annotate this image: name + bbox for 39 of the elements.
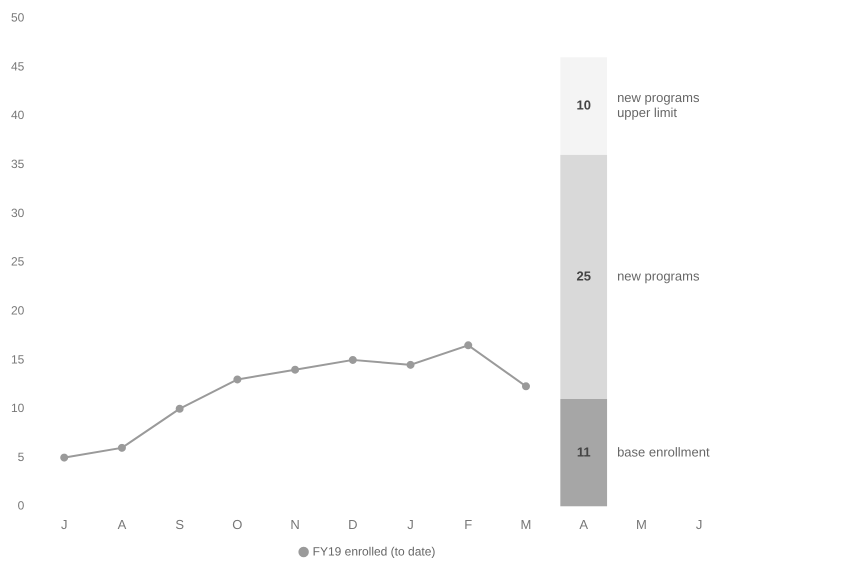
- y-tick-label: 40: [10, 108, 25, 122]
- point: [406, 360, 415, 369]
- x-tick-label: N: [290, 516, 300, 532]
- y-tick-label: 35: [10, 156, 25, 171]
- series-label: base enrollment: [617, 444, 710, 460]
- point: [176, 404, 184, 413]
- point: [118, 444, 126, 452]
- x-tick-label: F: [464, 516, 472, 532]
- series-label: new programs: [617, 268, 700, 284]
- point: [348, 356, 357, 364]
- x-tick-label: J: [696, 516, 702, 532]
- data-label: 10: [576, 98, 591, 113]
- point: [233, 375, 242, 384]
- y-tick-label: 5: [18, 450, 25, 464]
- y-tick-label: 20: [10, 303, 25, 318]
- y-tick-label: 15: [10, 352, 25, 366]
- x-tick-label: J: [407, 516, 414, 532]
- series-label: new programs upper limit: [617, 90, 700, 120]
- x-tick-label: O: [232, 516, 242, 532]
- point: [60, 454, 68, 462]
- legend-label: FY19 enrolled (to date): [312, 544, 436, 558]
- x-tick-label: J: [60, 516, 68, 532]
- x-tick-label: M: [636, 516, 647, 532]
- point: [464, 341, 472, 350]
- x-tick-label: M: [520, 516, 532, 532]
- x-tick-label: A: [118, 516, 127, 532]
- point: [291, 366, 300, 374]
- x-tick-label: D: [348, 516, 358, 532]
- data-label: 11: [576, 444, 591, 460]
- x-tick-label: S: [175, 516, 184, 532]
- y-tick-label: 0: [18, 498, 25, 513]
- data-label: 25: [576, 268, 591, 284]
- y-tick-label: 50: [10, 10, 25, 25]
- x-tick-label: A: [579, 516, 588, 532]
- point: [522, 382, 530, 390]
- y-tick-label: 30: [10, 206, 25, 220]
- y-tick-label: 10: [10, 401, 25, 416]
- y-tick-label: 45: [10, 59, 25, 74]
- y-tick-label: 25: [10, 254, 25, 269]
